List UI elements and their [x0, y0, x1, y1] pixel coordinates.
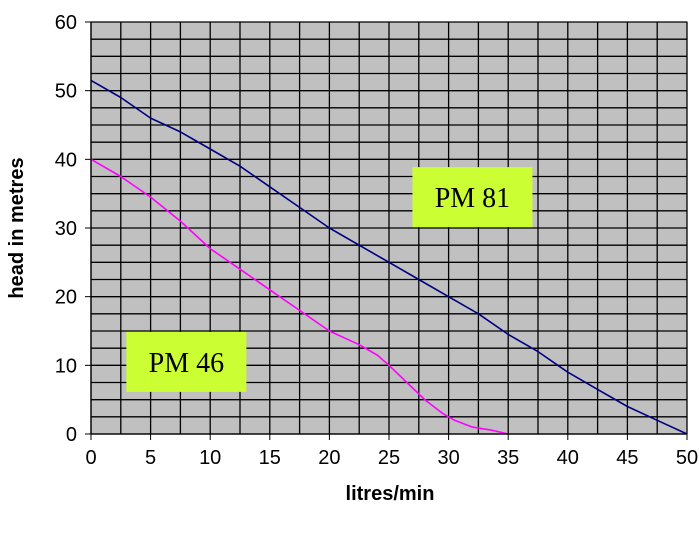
x-tick-label: 45 — [616, 447, 638, 469]
label-text-pm-46: PM 46 — [149, 348, 224, 379]
x-tick-label: 5 — [145, 447, 156, 469]
y-tick-label: 0 — [66, 424, 77, 446]
x-tick-label: 10 — [199, 447, 221, 469]
y-tick-label: 10 — [55, 355, 77, 377]
y-tick-label: 40 — [55, 149, 77, 171]
x-tick-label: 0 — [85, 447, 96, 469]
y-tick-label: 20 — [55, 287, 77, 309]
series-line-pm-46 — [90, 158, 509, 435]
x-tick-label: 40 — [557, 447, 579, 469]
label-box-pm-46 — [126, 331, 247, 392]
x-tick-label: 30 — [437, 447, 459, 469]
y-axis-title: head in metres — [6, 157, 28, 298]
series-labels: PM 81 PM 46 — [126, 167, 533, 392]
y-tick-label: 30 — [55, 218, 77, 240]
x-tick-label: 35 — [497, 447, 519, 469]
x-axis-title: litres/min — [346, 483, 435, 505]
y-tick-label: 60 — [55, 12, 77, 34]
axes: 0 5 10 15 20 25 30 35 40 45 50 0 10 20 30 40 50 60 — [55, 12, 698, 469]
y-tick-label: 50 — [55, 81, 77, 103]
series-line-pm-81 — [90, 79, 688, 435]
series-lines — [90, 79, 688, 435]
x-tick-label: 15 — [259, 447, 281, 469]
x-tick-label: 50 — [676, 447, 698, 469]
label-box-pm-81 — [412, 167, 533, 228]
x-tick-label: 25 — [378, 447, 400, 469]
x-tick-label: 20 — [318, 447, 340, 469]
label-text-pm-81: PM 81 — [435, 183, 510, 214]
